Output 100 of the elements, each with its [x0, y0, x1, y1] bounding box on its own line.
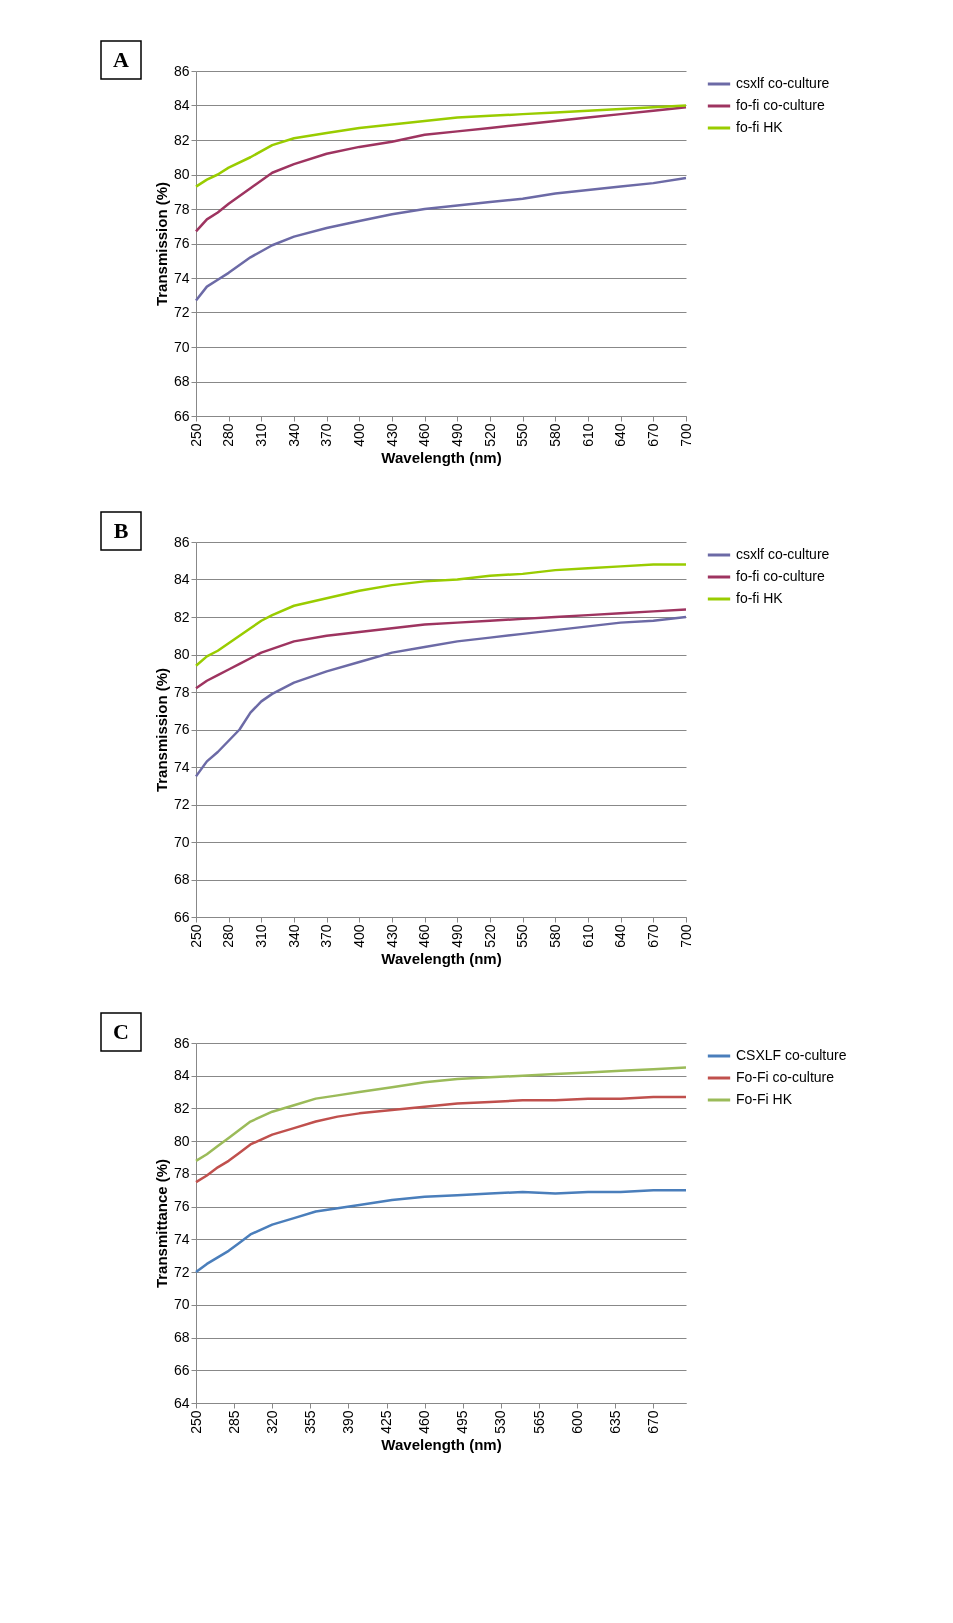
y-tick-label: 86: [173, 1034, 190, 1051]
legend-label: CSXLF co-culture: [736, 1047, 847, 1063]
y-tick-label: 72: [173, 304, 190, 320]
x-tick-label: 520: [481, 924, 498, 948]
y-tick-label: 80: [173, 1132, 190, 1149]
y-tick-label: 86: [173, 62, 190, 79]
y-tick-label: 66: [173, 908, 190, 925]
y-tick-label: 66: [173, 407, 190, 424]
x-tick-label: 610: [579, 423, 596, 447]
legend-label: Fo-Fi HK: [736, 1091, 793, 1107]
text: A: [113, 47, 130, 72]
x-tick-label: 640: [612, 423, 629, 447]
x-tick-label: 550: [514, 924, 531, 948]
x-tick-label: 460: [416, 924, 433, 948]
y-tick-label: 76: [173, 235, 190, 251]
line-series: [194, 105, 688, 233]
x-tick-label: 425: [378, 1410, 395, 1434]
y-tick-label: 76: [173, 1198, 190, 1215]
y-tick-label: 78: [173, 1165, 190, 1182]
x-tick-label: 520: [481, 423, 498, 447]
y-tick-label: 70: [173, 833, 190, 850]
legend-label: csxlf co-culture: [736, 546, 830, 562]
x-tick-label: 700: [677, 423, 694, 447]
legend-label: fo-fi HK: [736, 119, 784, 135]
y-tick-label: 70: [173, 338, 190, 355]
x-tick-label: 280: [220, 423, 237, 447]
x-tick-label: 600: [568, 1410, 585, 1434]
x-tick-label: 565: [530, 1410, 547, 1434]
y-tick-label: 68: [173, 871, 190, 887]
y-tick-label: 68: [173, 373, 190, 389]
line-series: [194, 563, 688, 667]
line-series: [194, 104, 688, 188]
x-tick-label: 310: [252, 423, 269, 447]
x-axis-title: Wavelength (nm): [381, 1435, 502, 1453]
x-tick-label: 370: [318, 423, 335, 447]
legend-label: Fo-Fi co-culture: [736, 1069, 835, 1085]
line-series: [194, 615, 688, 778]
y-tick-label: 66: [173, 1361, 190, 1378]
x-tick-label: 460: [416, 423, 433, 447]
x-tick-label: 320: [263, 1410, 280, 1434]
x-tick-label: 490: [448, 423, 465, 447]
y-tick-label: 74: [173, 758, 190, 775]
y-tick-label: 72: [173, 1263, 190, 1280]
y-tick-label: 82: [173, 1099, 190, 1116]
x-tick-label: 280: [220, 924, 237, 948]
y-tick-label: 76: [173, 721, 190, 737]
y-tick-label: 86: [173, 533, 190, 550]
x-tick-label: 670: [644, 924, 661, 948]
text: C: [113, 1019, 129, 1044]
text: B: [113, 518, 129, 543]
y-tick-label: 84: [173, 571, 190, 587]
x-tick-label: 250: [187, 1410, 204, 1434]
x-tick-label: 580: [546, 423, 563, 447]
legend-label: fo-fi co-culture: [736, 568, 825, 584]
line-series: [194, 1095, 688, 1184]
y-tick-label: 64: [173, 1394, 190, 1411]
x-tick-label: 340: [285, 423, 302, 447]
x-tick-label: 310: [252, 924, 269, 948]
x-tick-label: 635: [606, 1410, 623, 1434]
line-series: [194, 176, 688, 302]
x-tick-label: 285: [225, 1410, 242, 1434]
legend-label: fo-fi co-culture: [736, 97, 825, 113]
x-tick-label: 640: [612, 924, 629, 948]
x-tick-label: 550: [514, 423, 531, 447]
y-tick-label: 80: [173, 646, 190, 662]
x-tick-label: 390: [339, 1410, 356, 1434]
y-axis-title: Transmission (%): [152, 181, 170, 307]
x-tick-label: 400: [350, 423, 367, 447]
y-tick-label: 84: [173, 97, 190, 113]
legend-label: fo-fi HK: [736, 590, 784, 606]
x-tick-label: 400: [350, 924, 367, 948]
line-series: [194, 608, 688, 690]
y-tick-label: 70: [173, 1296, 190, 1313]
x-axis-title: Wavelength (nm): [381, 949, 502, 967]
x-tick-label: 610: [579, 924, 596, 948]
x-tick-label: 355: [301, 1410, 318, 1434]
y-tick-label: 84: [173, 1067, 190, 1084]
x-tick-label: 430: [383, 423, 400, 447]
x-tick-label: 530: [492, 1410, 509, 1434]
y-tick-label: 68: [173, 1329, 190, 1346]
y-axis-title: Transmission (%): [152, 667, 170, 793]
y-tick-label: 82: [173, 131, 190, 148]
y-tick-label: 74: [173, 269, 190, 286]
y-tick-label: 74: [173, 1230, 190, 1247]
x-tick-label: 370: [318, 924, 335, 948]
x-tick-label: 250: [187, 924, 204, 948]
y-tick-label: 80: [173, 166, 190, 182]
line-series: [194, 1189, 688, 1274]
y-axis-title: Transmittance (%): [152, 1158, 170, 1289]
y-tick-label: 78: [173, 683, 190, 700]
y-tick-label: 78: [173, 200, 190, 217]
x-tick-label: 670: [644, 423, 661, 447]
legend-label: csxlf co-culture: [736, 75, 830, 91]
x-tick-label: 490: [448, 924, 465, 948]
x-tick-label: 430: [383, 924, 400, 948]
x-tick-label: 580: [546, 924, 563, 948]
x-tick-label: 700: [677, 924, 694, 948]
x-tick-label: 495: [454, 1410, 471, 1434]
x-tick-label: 460: [416, 1410, 433, 1434]
y-tick-label: 72: [173, 796, 190, 812]
